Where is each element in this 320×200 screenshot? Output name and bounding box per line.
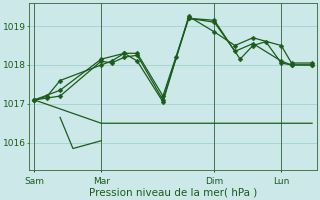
X-axis label: Pression niveau de la mer( hPa ): Pression niveau de la mer( hPa ) xyxy=(89,187,257,197)
